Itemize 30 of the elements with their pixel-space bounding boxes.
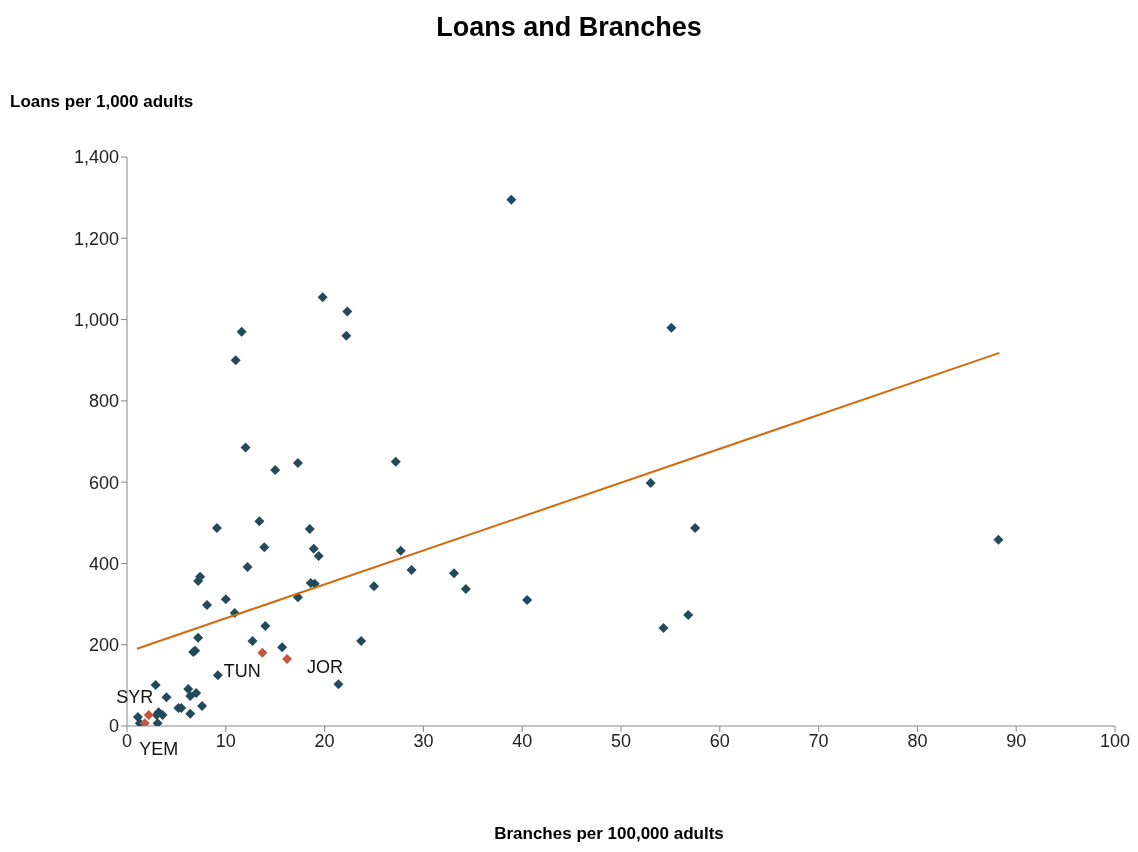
y-tick-label: 600 [88, 472, 119, 493]
x-tick-label: 100 [1099, 730, 1131, 751]
y-tick-label: 800 [88, 391, 119, 412]
x-tick-label: 90 [1006, 730, 1027, 751]
annotation: YEM [139, 739, 179, 760]
x-axis-title: Branches per 100,000 adults [493, 824, 725, 844]
y-tick-label: 200 [88, 635, 119, 656]
x-tick-label: 20 [314, 730, 335, 751]
y-tick-label: 0 [108, 716, 119, 737]
x-tick-label: 60 [709, 730, 730, 751]
chart-title: Loans and Branches [435, 12, 703, 43]
point [143, 710, 154, 721]
x-tick-label: 80 [907, 730, 928, 751]
point [257, 647, 268, 658]
annotation: SYR [116, 687, 154, 708]
x-tick-label: 0 [121, 730, 133, 751]
x-tick-label: 50 [610, 730, 632, 751]
x-tick-label: 10 [215, 730, 236, 751]
y-tick-label: 1,200 [73, 228, 119, 249]
annotation: TUN [223, 660, 261, 681]
point [282, 653, 293, 664]
x-tick-label: 70 [808, 730, 829, 751]
point [139, 718, 150, 726]
y-tick-label: 1,400 [73, 147, 119, 168]
annotation: JOR [307, 656, 344, 677]
y-tick-label: 400 [88, 553, 119, 574]
y-axis-title: Loans per 1,000 adults [10, 92, 194, 112]
x-tick-label: 30 [413, 730, 434, 751]
x-tick-label: 40 [512, 730, 533, 751]
y-tick-label: 1,000 [73, 309, 119, 330]
